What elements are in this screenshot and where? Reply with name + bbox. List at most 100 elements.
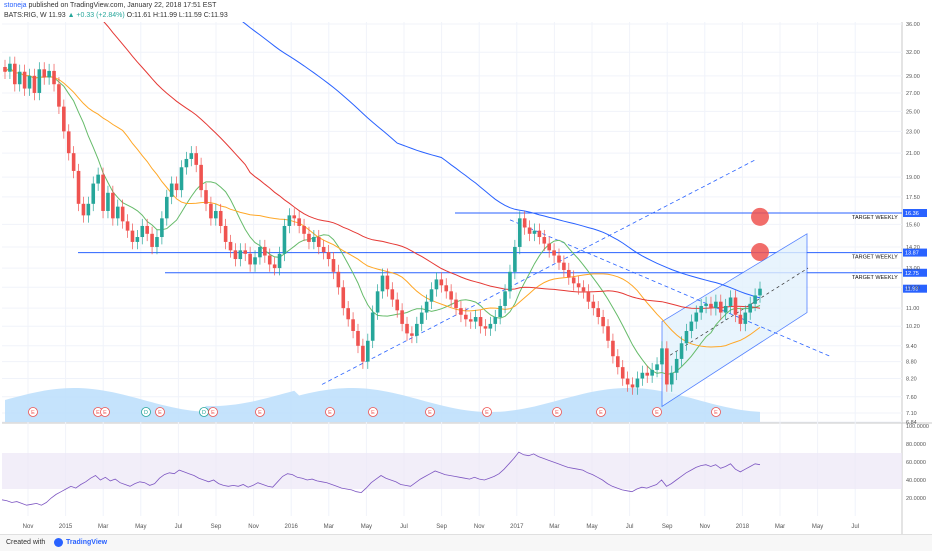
candle-body: [111, 192, 115, 219]
candle-body: [199, 164, 203, 191]
price-axis[interactable]: 6.847.107.608.208.809.4010.2011.0012.001…: [906, 22, 929, 502]
candle-body: [8, 63, 12, 72]
x-tick-label: May: [812, 524, 823, 530]
candle-body: [307, 233, 311, 242]
earnings-marker-label: E: [211, 410, 215, 416]
candle-body: [380, 275, 385, 292]
candle-body: [508, 271, 512, 292]
candle-body: [537, 230, 542, 238]
time-axis[interactable]: Nov 2015 Mar May Jul Sep Nov 2016 Mar May Jul Sep No…: [23, 524, 859, 530]
candle-body: [155, 237, 159, 247]
candle-body: [27, 75, 32, 89]
earnings-marker: [711, 407, 721, 417]
candle-body: [689, 321, 694, 331]
candle-body: [728, 297, 733, 306]
candle-body: [748, 303, 752, 313]
tradingview-brand[interactable]: TradingView: [66, 539, 108, 546]
y-tick-label: 25.00: [906, 109, 920, 115]
target-label: TARGET WEEKLY: [852, 275, 898, 281]
rsi-tick-label: 40.0000: [906, 478, 926, 484]
candle-body: [527, 227, 532, 234]
candle-body: [385, 275, 390, 290]
rsi-tick-label: 100.0000: [906, 424, 929, 430]
candle-body: [194, 153, 199, 165]
symbol-name[interactable]: BATS:RIG, W: [4, 12, 47, 19]
candle-body: [277, 253, 282, 269]
candle-body: [346, 308, 350, 320]
candle-body: [753, 295, 757, 304]
candle-body: [223, 225, 228, 242]
candle-body: [576, 283, 581, 288]
candle-body: [723, 305, 728, 313]
candle-body: [410, 333, 414, 336]
y-tick-label: 15.60: [906, 222, 920, 228]
x-tick-label: 2017: [510, 524, 524, 530]
y-tick-label: 23.00: [906, 129, 920, 135]
candle-body: [321, 246, 326, 253]
published-text: published on TradingView.com, January 22…: [28, 2, 217, 9]
earnings-marker: [482, 407, 492, 417]
candle-body: [714, 301, 718, 309]
candle-body: [326, 252, 331, 260]
candle-body: [645, 372, 650, 376]
dashed-trend-line: [321, 158, 758, 385]
candle-body: [96, 174, 100, 184]
candle-body: [160, 218, 164, 238]
target-price-tag: [903, 248, 927, 257]
candle-body: [630, 384, 635, 388]
x-tick-label: 2016: [285, 524, 299, 530]
candle-body: [267, 255, 272, 265]
candle-body: [189, 153, 194, 159]
rsi-tick-label: 60.0000: [906, 460, 926, 466]
price-chart[interactable]: TARGET WEEKLY 16.36 TARGET WEEKLY 13.87 TARG…: [0, 22, 932, 534]
y-tick-label: 6.84: [906, 420, 917, 426]
earnings-marker: [425, 407, 435, 417]
ma-green-line: [4, 67, 761, 375]
x-tick-label: Mar: [549, 524, 559, 530]
candle-body: [336, 271, 341, 288]
dividend-marker: [141, 407, 151, 417]
candle-body: [164, 196, 169, 219]
earnings-marker: [155, 407, 165, 417]
x-tick-label: Sep: [436, 524, 447, 530]
y-tick-label: 11.00: [906, 306, 919, 312]
candle-body: [640, 372, 645, 379]
candle-body: [351, 319, 355, 331]
candle-body: [591, 301, 596, 309]
x-tick-label: Jul: [851, 524, 859, 530]
candle-body: [517, 218, 522, 247]
ma-red-line: [103, 22, 761, 309]
candle-body: [616, 356, 620, 368]
earnings-marker: [255, 407, 265, 417]
candlesticks: [3, 56, 762, 395]
candle-body: [444, 285, 449, 292]
candle-body: [498, 305, 502, 318]
candle-body: [370, 312, 375, 341]
candle-body: [464, 314, 468, 320]
candle-body: [620, 367, 625, 379]
candle-body: [459, 308, 463, 315]
rsi-tick-label: 80.0000: [906, 442, 926, 448]
earnings-marker: [325, 407, 335, 417]
candle-body: [434, 279, 439, 290]
candle-body: [571, 277, 576, 284]
x-tick-label: Jul: [400, 524, 408, 530]
tradingview-logo-icon: [54, 538, 63, 547]
candle-body: [635, 378, 640, 388]
candle-body: [503, 291, 507, 306]
candle-body: [468, 319, 473, 322]
candle-body: [287, 215, 292, 226]
candle-body: [272, 264, 277, 269]
candle-body: [679, 343, 684, 359]
y-tick-label: 8.80: [906, 360, 917, 366]
candle-body: [106, 192, 110, 211]
candle-body: [493, 317, 498, 324]
symbol-legend: BATS:RIG, W 11.93 ▲ +0.33 (+2.84%) O:11.…: [4, 12, 228, 19]
target-price-tag: [903, 268, 927, 277]
target-price-label: 16.36: [905, 211, 919, 217]
candle-body: [331, 259, 336, 272]
earnings-marker-label: E: [371, 410, 375, 416]
earnings-marker-label: E: [328, 410, 332, 416]
candle-body: [233, 250, 238, 260]
publisher-username[interactable]: stoneja: [4, 2, 27, 9]
